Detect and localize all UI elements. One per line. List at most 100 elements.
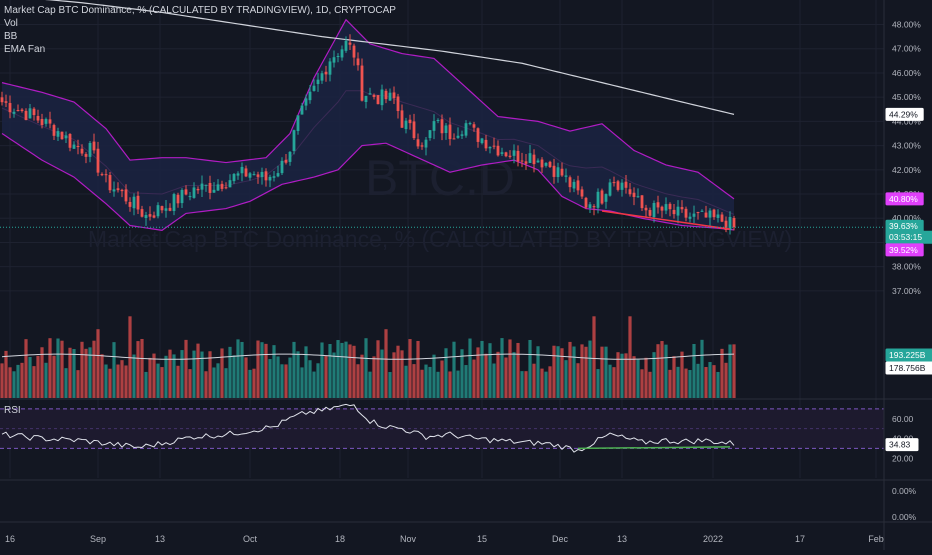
volume-bar [92, 340, 96, 398]
candle-body [228, 180, 232, 188]
candle-body [676, 206, 680, 216]
rsi-line [1, 403, 735, 453]
volume-bar [720, 348, 724, 398]
indicator-vol[interactable]: Vol [4, 18, 18, 29]
volume-bar [536, 346, 540, 398]
candle-body [512, 150, 516, 156]
volume-bar [408, 339, 412, 398]
volume-bar [360, 354, 364, 398]
candle-body [264, 171, 268, 181]
price-tick-label: 38.00% [892, 262, 921, 272]
volume-bar [456, 370, 460, 398]
time-tick-label: 13 [617, 534, 627, 544]
volume-bar [528, 339, 532, 398]
volume-bar [572, 346, 576, 398]
candle-body [176, 194, 180, 204]
candle-body [300, 105, 304, 115]
volume-bar [232, 355, 236, 398]
candle-body [672, 209, 676, 215]
candle-body [664, 204, 668, 211]
chart-title: Market Cap BTC Dominance, % (CALCULATED … [4, 5, 396, 16]
candle-body [280, 160, 284, 174]
candle-body [212, 189, 216, 193]
volume-bar [120, 360, 124, 398]
candle-body [268, 176, 272, 181]
candle-body [644, 207, 648, 211]
volume-bar [332, 352, 336, 398]
rsi-tick-label: 20.00 [892, 453, 914, 463]
volume-bar [552, 345, 556, 398]
volume-bar [448, 371, 452, 398]
volume-bar [44, 362, 48, 398]
candle-body [336, 55, 340, 57]
price-tag-last: 39.63% [889, 221, 918, 231]
candle-body [404, 120, 408, 130]
volume-bar [372, 356, 376, 398]
candle-body [36, 116, 40, 121]
volume-bar [440, 360, 444, 398]
volume-bar [684, 368, 688, 398]
candle-body [312, 85, 316, 91]
candle-body [680, 207, 684, 210]
candle-body [320, 73, 324, 81]
candle-body [284, 159, 288, 163]
ema-line [45, 0, 735, 115]
volume-bar [20, 362, 24, 398]
candle-body [48, 119, 52, 124]
bollinger-fill [2, 19, 734, 231]
candle-body [580, 189, 584, 197]
volume-bar [516, 342, 520, 398]
candle-body [520, 160, 524, 162]
volume-bar [264, 343, 268, 398]
volume-bar [616, 352, 620, 398]
volume-bar [672, 356, 676, 398]
volume-bar [484, 353, 488, 398]
candle-body [224, 187, 228, 189]
volume-bar [72, 349, 76, 398]
candle-body [708, 210, 712, 218]
time-tick-label: Feb [868, 534, 884, 544]
volume-bar [320, 342, 324, 398]
volume-bar [444, 348, 448, 398]
candle-body [136, 195, 140, 210]
volume-bar [156, 363, 160, 398]
price-tick-label: 42.00% [892, 165, 921, 175]
volume-bar [260, 342, 264, 398]
price-tag-bb-lower-bg [885, 243, 924, 257]
candle-body [64, 135, 68, 139]
volume-bar [540, 368, 544, 398]
volume-bar [60, 340, 64, 398]
volume-bar [492, 363, 496, 398]
candle-body [360, 65, 364, 101]
candle-body [60, 131, 64, 140]
volume-bar [636, 359, 640, 398]
candle-body [660, 206, 664, 211]
candle-body [156, 205, 160, 217]
volume-bar [252, 368, 256, 398]
volume-bar [688, 370, 692, 398]
candle-body [416, 139, 420, 147]
volume-bar [600, 346, 604, 398]
candle-body [440, 119, 444, 134]
candle-body [152, 215, 156, 218]
volume-bar [648, 371, 652, 398]
candle-body [248, 173, 252, 178]
candle-body [436, 119, 440, 121]
volume-bar [668, 369, 672, 398]
time-tick-label: Nov [400, 534, 417, 544]
indicator-ema-fan[interactable]: EMA Fan [4, 44, 46, 55]
volume-bar [204, 371, 208, 398]
volume-bar [284, 364, 288, 398]
volume-bar [580, 344, 584, 398]
candle-body [524, 161, 528, 164]
volume-bar [544, 371, 548, 398]
volume-bar [480, 340, 484, 398]
volume-bar [400, 350, 404, 398]
candle-body [488, 146, 492, 149]
indicator-bb[interactable]: BB [4, 31, 18, 42]
volume-bar [312, 371, 316, 398]
candle-body [380, 89, 384, 106]
volume-bar [52, 355, 56, 398]
